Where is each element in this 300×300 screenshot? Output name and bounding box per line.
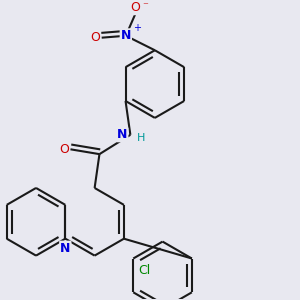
Text: ⁻: ⁻ xyxy=(142,1,148,11)
Text: N: N xyxy=(60,242,70,255)
Text: N: N xyxy=(121,29,131,42)
Text: O: O xyxy=(90,31,100,44)
Text: O: O xyxy=(130,1,140,14)
Text: N: N xyxy=(117,128,128,141)
Text: Cl: Cl xyxy=(138,264,150,277)
Text: +: + xyxy=(133,23,141,33)
Text: H: H xyxy=(137,133,146,143)
Text: O: O xyxy=(59,143,69,156)
